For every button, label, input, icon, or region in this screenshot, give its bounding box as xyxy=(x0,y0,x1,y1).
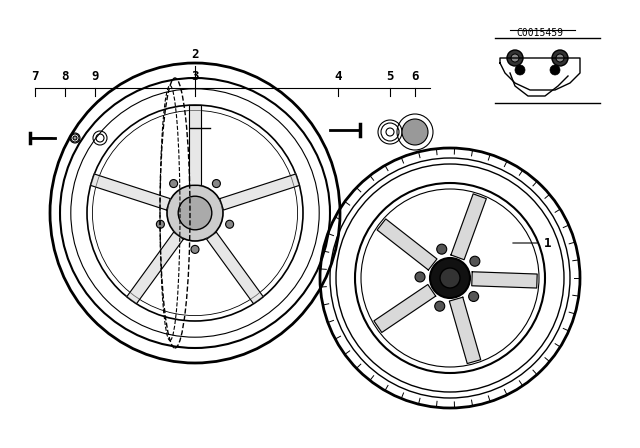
Circle shape xyxy=(430,258,470,298)
Text: 4: 4 xyxy=(334,69,342,82)
Text: 8: 8 xyxy=(61,69,68,82)
Polygon shape xyxy=(451,194,486,260)
Circle shape xyxy=(511,54,519,62)
Circle shape xyxy=(436,244,447,254)
Circle shape xyxy=(468,292,479,302)
Circle shape xyxy=(556,54,564,62)
Circle shape xyxy=(167,185,223,241)
Circle shape xyxy=(402,119,428,145)
Circle shape xyxy=(73,136,77,140)
Polygon shape xyxy=(374,284,436,332)
Circle shape xyxy=(515,65,525,75)
Polygon shape xyxy=(90,174,170,210)
Text: 1: 1 xyxy=(544,237,552,250)
Polygon shape xyxy=(207,232,263,304)
Text: 6: 6 xyxy=(412,69,419,82)
Circle shape xyxy=(440,268,460,288)
Circle shape xyxy=(212,180,220,188)
Circle shape xyxy=(156,220,164,228)
Text: C0015459: C0015459 xyxy=(516,28,563,38)
Text: 2: 2 xyxy=(191,47,199,60)
Polygon shape xyxy=(127,232,184,304)
Polygon shape xyxy=(377,219,437,270)
Circle shape xyxy=(178,196,212,230)
Text: 9: 9 xyxy=(92,69,99,82)
Polygon shape xyxy=(449,297,481,364)
Circle shape xyxy=(226,220,234,228)
Polygon shape xyxy=(472,272,537,288)
Circle shape xyxy=(550,65,560,75)
Circle shape xyxy=(507,50,523,66)
Circle shape xyxy=(191,246,199,254)
Polygon shape xyxy=(189,105,201,185)
Circle shape xyxy=(552,50,568,66)
Polygon shape xyxy=(220,174,300,210)
Text: 3: 3 xyxy=(191,69,199,82)
Circle shape xyxy=(435,301,445,311)
Circle shape xyxy=(170,180,178,188)
Text: 7: 7 xyxy=(31,69,39,82)
Text: 5: 5 xyxy=(387,69,394,82)
Circle shape xyxy=(470,256,480,266)
Circle shape xyxy=(415,272,425,282)
